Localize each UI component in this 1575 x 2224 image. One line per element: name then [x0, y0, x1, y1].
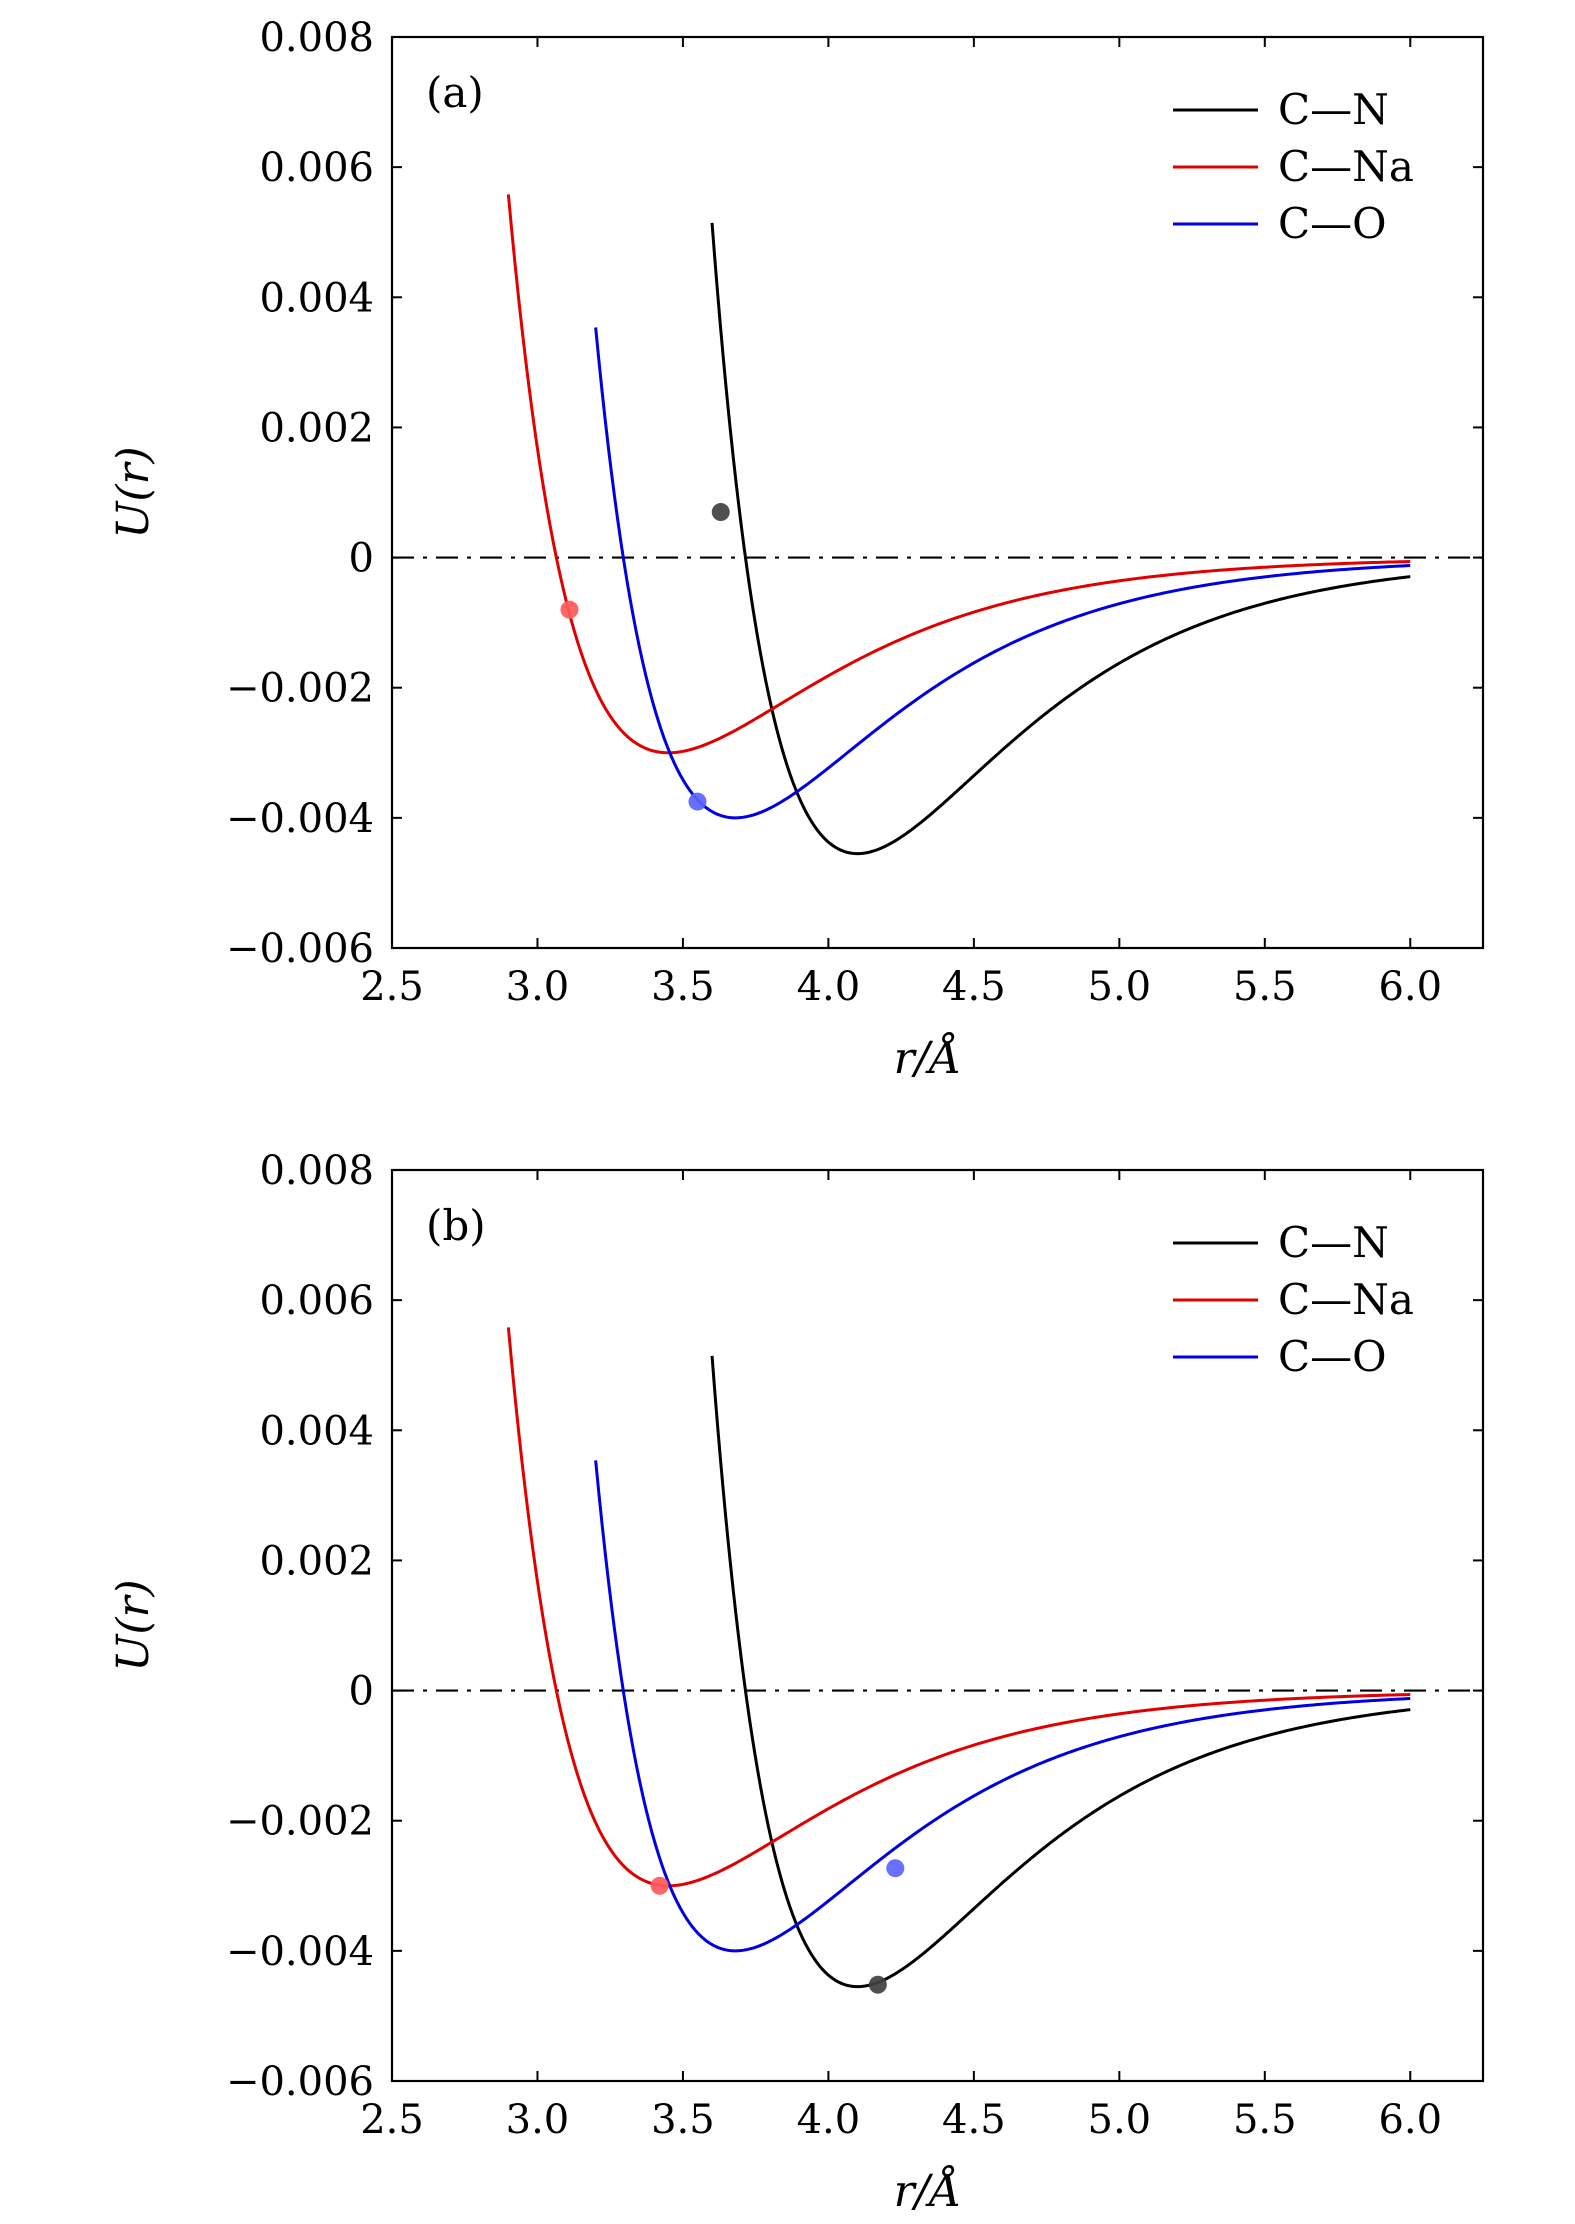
panel-a: 2.5 3.0 3.5 4.0 4.5 5.0 5.5 6.0 0.008 0.006 0.004 0… [108, 15, 1485, 1084]
y-tick-label: 0.006 [259, 145, 374, 191]
y-axis-label: U(r) [108, 446, 159, 538]
legend-label-c-na: C—Na [1278, 1275, 1414, 1324]
y-axis-label: U(r) [108, 1579, 159, 1671]
y-tick-label: −0.004 [226, 796, 374, 842]
y-tick-label: 0.008 [259, 1148, 374, 1194]
x-tick-label: 5.0 [1088, 2097, 1152, 2143]
x-tick-label: 2.5 [360, 2097, 424, 2143]
panel-label: (a) [426, 68, 484, 117]
series-line-c-na [506, 194, 1411, 755]
y-tick-label: 0.002 [259, 405, 374, 451]
x-axis-label: r/Å [894, 2164, 962, 2217]
x-tick-label: 6.0 [1378, 964, 1442, 1010]
series-line-c-n [710, 222, 1411, 856]
x-tick-label: 5.5 [1233, 2097, 1297, 2143]
plot-frame [390, 35, 1485, 950]
x-tick-label: 6.0 [1378, 2097, 1442, 2143]
marker-c-n [868, 1975, 887, 1994]
y-tick-label: −0.002 [226, 1799, 374, 1845]
x-tick-label: 3.5 [651, 964, 715, 1010]
y-tick-label: 0.004 [259, 275, 374, 321]
x-tick-label: 4.0 [797, 2097, 861, 2143]
y-tick-label: 0.008 [259, 15, 374, 61]
series-line-c-o [594, 327, 1411, 820]
y-tick-label: −0.006 [226, 926, 374, 972]
legend-label-c-n: C—N [1278, 85, 1389, 134]
marker-c-na [560, 600, 579, 619]
series-line-c-n [710, 1355, 1411, 1989]
x-tick-label: 3.0 [506, 964, 570, 1010]
x-axis-label: r/Å [894, 1031, 962, 1084]
legend-label-c-o: C—O [1278, 1332, 1387, 1381]
marker-c-o [886, 1859, 905, 1878]
x-tick-label: 2.5 [360, 964, 424, 1010]
y-tick-label: 0 [349, 1669, 374, 1715]
plot-frame [390, 1168, 1485, 2083]
x-tick-label: 3.5 [651, 2097, 715, 2143]
x-tick-label: 5.5 [1233, 964, 1297, 1010]
marker-c-na [650, 1876, 669, 1895]
marker-c-n [711, 503, 730, 522]
x-tick-label: 4.5 [942, 2097, 1006, 2143]
y-tick-label: 0.004 [259, 1408, 374, 1454]
y-tick-label: −0.004 [226, 1929, 374, 1975]
y-tick-label: −0.006 [226, 2059, 374, 2105]
panel-b: 2.5 3.0 3.5 4.0 4.5 5.0 5.5 6.0 0.008 0.006 0.004 0… [108, 1148, 1485, 2217]
marker-c-o [688, 792, 707, 811]
y-tick-label: −0.002 [226, 666, 374, 712]
panel-label: (b) [426, 1201, 486, 1250]
series-line-c-o [594, 1460, 1411, 1953]
x-tick-label: 3.0 [506, 2097, 570, 2143]
legend-label-c-na: C—Na [1278, 142, 1414, 191]
x-tick-label: 4.5 [942, 964, 1006, 1010]
y-tick-label: 0 [349, 536, 374, 582]
y-tick-label: 0.006 [259, 1278, 374, 1324]
x-tick-label: 5.0 [1088, 964, 1152, 1010]
legend-label-c-o: C—O [1278, 199, 1387, 248]
x-tick-label: 4.0 [797, 964, 861, 1010]
y-tick-label: 0.002 [259, 1538, 374, 1584]
legend-label-c-n: C—N [1278, 1218, 1389, 1267]
